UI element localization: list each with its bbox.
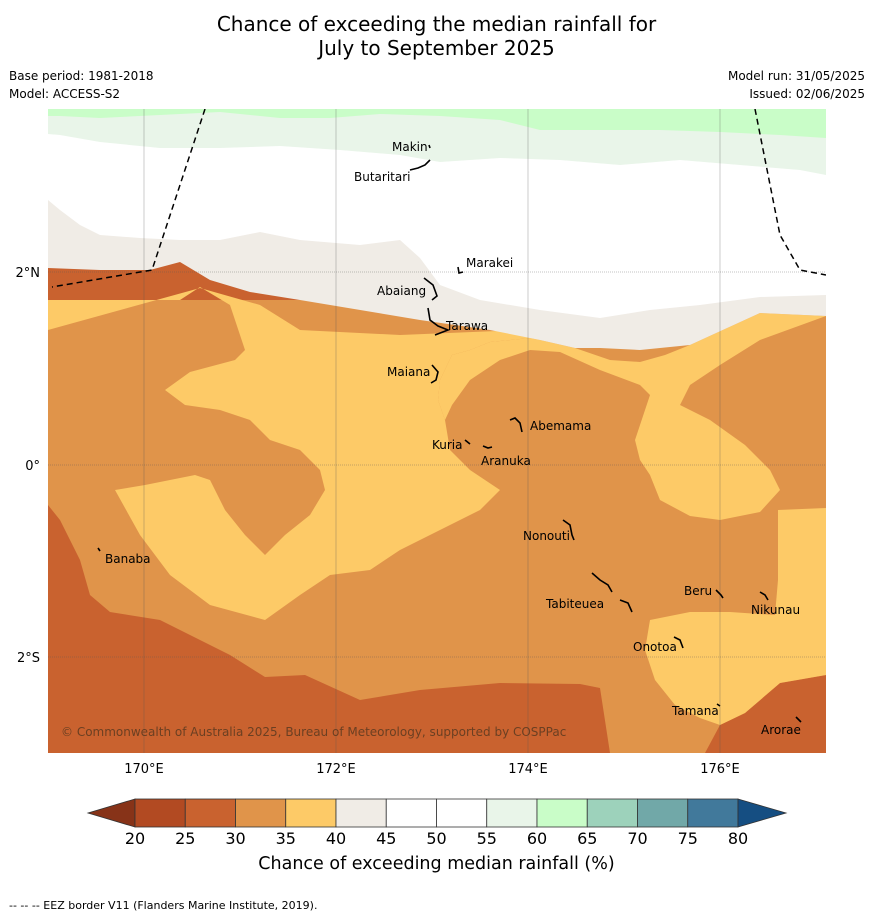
x-tick-174: 174°E (508, 762, 548, 777)
colorbar-bin (486, 798, 538, 828)
colorbar-tick-label: 60 (527, 829, 547, 848)
colorbar-bin (235, 798, 287, 828)
island-label-banaba: Banaba (105, 552, 151, 566)
island-label-nikunau: Nikunau (751, 603, 800, 617)
axis-labels: 170°E 172°E 174°E 176°E 2°N 0° 2°S (16, 266, 740, 777)
colorbar-tick-label: 20 (125, 829, 145, 848)
colorbar-tick-label: 55 (477, 829, 497, 848)
colorbar-tick-label: 50 (426, 829, 446, 848)
island-label-beru: Beru (684, 584, 712, 598)
colorbar (86, 798, 788, 828)
eez-footnote: -- -- -- EEZ border V11 (Flanders Marine… (9, 899, 318, 912)
island-label-kuria: Kuria (432, 438, 463, 452)
map-title: Chance of exceeding the median rainfall … (0, 12, 873, 60)
island-label-tarawa: Tarawa (445, 319, 488, 333)
island-label-maiana: Maiana (387, 365, 430, 379)
colorbar-ticks: 20 25 30 35 40 45 50 55 60 65 70 75 80 (125, 829, 748, 848)
colorbar-bin (586, 798, 638, 828)
model-name: Model: ACCESS-S2 (9, 87, 121, 101)
island-label-makin: Makin (392, 140, 428, 154)
x-tick-172: 172°E (316, 762, 356, 777)
island-label-tamana: Tamana (671, 704, 719, 718)
colorbar-tick-label: 35 (276, 829, 296, 848)
island-label-tabiteuea: Tabiteuea (545, 597, 604, 611)
island-label-abemama: Abemama (530, 419, 591, 433)
colorbar-bin (184, 798, 236, 828)
colorbar-bin (536, 798, 588, 828)
copyright-notice: © Commonwealth of Australia 2025, Bureau… (61, 725, 566, 739)
graticule (48, 109, 826, 753)
island-label-nonouti: Nonouti (523, 529, 570, 543)
colorbar-tick-label: 80 (728, 829, 748, 848)
island-label-aranuka: Aranuka (481, 454, 531, 468)
colorbar-bin (134, 798, 186, 828)
title-line-2: July to September 2025 (318, 36, 555, 60)
colorbar-bin (335, 798, 387, 828)
map-plot-area: Makin Butaritari Marakei Abaiang Tarawa … (48, 109, 826, 753)
y-tick-2s: 2°S (17, 651, 40, 666)
island-label-marakei: Marakei (466, 256, 513, 270)
issued-date: Issued: 02/06/2025 (749, 87, 865, 101)
island-outlines (97, 144, 802, 723)
colorbar-tick-label: 30 (225, 829, 245, 848)
colorbar-bin (436, 798, 488, 828)
colorbar-tick-label: 65 (577, 829, 597, 848)
island-label-onotoa: Onotoa (633, 640, 677, 654)
colorbar-tick-label: 75 (678, 829, 698, 848)
region-60-65 (48, 109, 826, 138)
model-run-date: Model run: 31/05/2025 (727, 69, 865, 83)
title-line-1: Chance of exceeding the median rainfall … (216, 12, 657, 36)
colorbar-over-arrow (737, 798, 788, 828)
colorbar-label: Chance of exceeding median rainfall (%) (258, 854, 615, 874)
eez-border (51, 109, 826, 288)
region-35-40-southeast (645, 508, 826, 725)
colorbar-bin (285, 798, 337, 828)
island-label-arorae: Arorae (761, 723, 801, 737)
colorbar-tick-label: 40 (326, 829, 346, 848)
colorbar-bin (637, 798, 689, 828)
y-tick-2n: 2°N (16, 266, 41, 281)
colorbar-under-arrow (86, 798, 136, 828)
colorbar-tick-label: 45 (376, 829, 396, 848)
island-labels: Makin Butaritari Marakei Abaiang Tarawa … (105, 140, 801, 737)
region-35-40-west (48, 287, 540, 620)
x-tick-176: 176°E (700, 762, 740, 777)
colorbar-tick-label: 25 (175, 829, 195, 848)
base-period: Base period: 1981-2018 (9, 69, 154, 83)
island-label-butaritari: Butaritari (354, 170, 411, 184)
region-35-40-main (48, 300, 826, 520)
colorbar-bin (385, 798, 437, 828)
y-tick-0: 0° (25, 459, 40, 474)
island-label-abaiang: Abaiang (377, 284, 426, 298)
x-tick-170: 170°E (124, 762, 164, 777)
run-info: Model run: 31/05/2025 Issued: 02/06/2025 (728, 67, 865, 103)
model-info: Base period: 1981-2018 Model: ACCESS-S2 (9, 67, 154, 103)
colorbar-tick-label: 70 (627, 829, 647, 848)
colorbar-bin (687, 798, 739, 828)
